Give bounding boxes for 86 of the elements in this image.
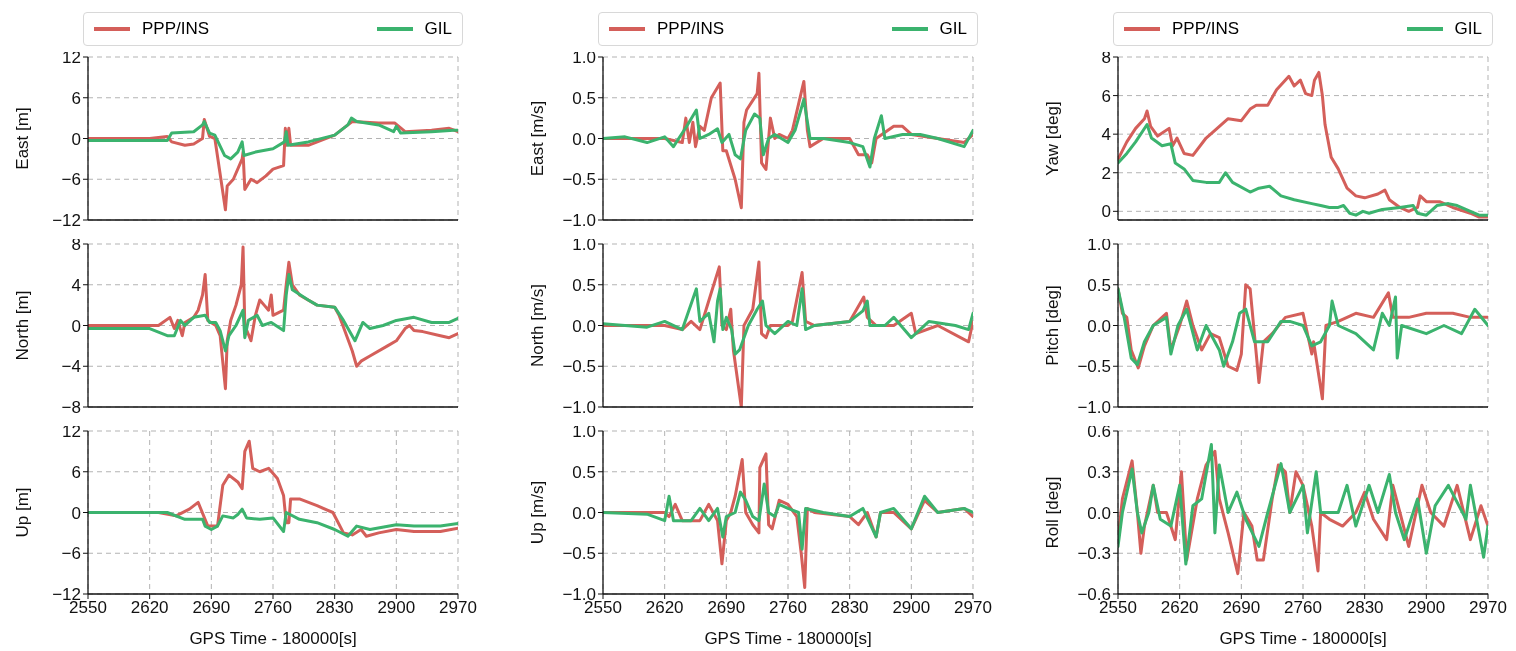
y-tick-label: −12 xyxy=(52,211,81,231)
y-tick-label: 6 xyxy=(71,88,81,108)
line-series xyxy=(88,273,458,353)
y-tick-label: 12 xyxy=(62,422,81,442)
y-axis-title: Roll [deg] xyxy=(1042,476,1062,549)
y-tick-label: 6 xyxy=(71,462,81,482)
x-axis-title: GPS Time - 180000[s] xyxy=(1219,629,1387,648)
y-tick-label: 0.0 xyxy=(572,129,596,149)
x-tick-label: 2690 xyxy=(1222,598,1261,618)
y-tick-label: −6 xyxy=(61,170,81,190)
line-series xyxy=(603,287,973,356)
y-tick-label: 8 xyxy=(1101,48,1111,68)
y-tick-label: 0.0 xyxy=(1087,503,1111,523)
legend-label: GIL xyxy=(1454,19,1482,39)
y-tick-label: 12 xyxy=(62,48,81,68)
y-tick-label: 0.5 xyxy=(572,88,596,108)
y-tick-label: 0.5 xyxy=(572,462,596,482)
y-tick-label: −8 xyxy=(61,398,81,418)
x-axis-title: GPS Time - 180000[s] xyxy=(189,629,357,648)
legend-label: PPP/INS xyxy=(142,19,210,39)
y-tick-label: 0.3 xyxy=(1087,462,1111,482)
y-axis-title: East [m] xyxy=(12,107,32,170)
y-tick-label: −4 xyxy=(61,357,81,377)
line-series xyxy=(88,116,458,161)
x-tick-label: 2900 xyxy=(377,598,416,618)
y-axis-title: North [m/s] xyxy=(527,283,547,368)
y-axis-title: Pitch [deg] xyxy=(1042,285,1062,366)
x-tick-label: 2970 xyxy=(1469,598,1507,618)
y-tick-label: 4 xyxy=(71,275,81,295)
y-tick-label: 0.5 xyxy=(572,275,596,295)
legend-label: GIL xyxy=(424,19,452,39)
y-tick-label: 4 xyxy=(1101,125,1111,145)
y-tick-label: 0 xyxy=(1101,202,1111,222)
x-tick-label: 2620 xyxy=(130,598,169,618)
x-tick-label: 2830 xyxy=(1345,598,1384,618)
y-tick-label: −0.5 xyxy=(562,357,596,377)
legend-label: GIL xyxy=(939,19,967,39)
y-axis-title: North [m] xyxy=(12,290,32,361)
y-tick-label: 1.0 xyxy=(572,422,596,442)
legend-label: PPP/INS xyxy=(1172,19,1240,39)
y-axis-title: East [m/s] xyxy=(527,100,547,177)
y-tick-label: −0.3 xyxy=(1077,544,1111,564)
y-tick-label: 0.0 xyxy=(572,503,596,523)
line-series xyxy=(88,507,458,538)
x-tick-label: 2970 xyxy=(439,598,477,618)
y-tick-label: −1.0 xyxy=(1077,398,1111,418)
y-tick-label: −1.0 xyxy=(562,211,596,231)
y-tick-label: 0.0 xyxy=(1087,316,1111,336)
x-tick-label: 2760 xyxy=(769,598,807,618)
x-tick-label: 2900 xyxy=(1407,598,1446,618)
y-axis-title: Up [m/s] xyxy=(527,480,547,545)
x-tick-label: 2690 xyxy=(707,598,746,618)
x-tick-label: 2830 xyxy=(830,598,869,618)
x-tick-label: 2760 xyxy=(1284,598,1322,618)
y-tick-label: −0.5 xyxy=(562,170,596,190)
x-tick-label: 2760 xyxy=(254,598,292,618)
x-tick-label: 2830 xyxy=(315,598,354,618)
legend-label: PPP/INS xyxy=(657,19,725,39)
x-tick-label: 2690 xyxy=(192,598,231,618)
y-tick-label: 1.0 xyxy=(572,235,596,255)
y-tick-label: 2 xyxy=(1101,163,1111,183)
y-tick-label: 1.0 xyxy=(1087,235,1111,255)
y-tick-label: −0.5 xyxy=(1077,357,1111,377)
line-series xyxy=(1118,123,1488,217)
y-tick-label: 0.6 xyxy=(1087,422,1111,442)
y-tick-label: 0 xyxy=(71,316,81,336)
x-tick-label: 2620 xyxy=(1160,598,1199,618)
y-tick-label: 1.0 xyxy=(572,48,596,68)
y-tick-label: −1.0 xyxy=(562,398,596,418)
line-series xyxy=(1118,287,1488,368)
y-tick-label: 8 xyxy=(71,235,81,255)
y-tick-label: −0.5 xyxy=(562,544,596,564)
y-axis-title: Yaw [deg] xyxy=(1042,101,1062,176)
y-tick-label: 0 xyxy=(71,129,81,149)
x-tick-label: 2620 xyxy=(645,598,684,618)
x-tick-label: 2970 xyxy=(954,598,992,618)
y-tick-label: 0.0 xyxy=(572,316,596,336)
x-tick-label: 2900 xyxy=(892,598,931,618)
y-tick-label: −6 xyxy=(61,544,81,564)
y-tick-label: 0 xyxy=(71,503,81,523)
x-axis-title: GPS Time - 180000[s] xyxy=(704,629,872,648)
y-tick-label: 0.5 xyxy=(1087,275,1111,295)
line-series xyxy=(603,482,973,551)
line-series xyxy=(603,97,973,169)
y-tick-label: 6 xyxy=(1101,86,1111,106)
y-axis-title: Up [m] xyxy=(12,487,32,538)
